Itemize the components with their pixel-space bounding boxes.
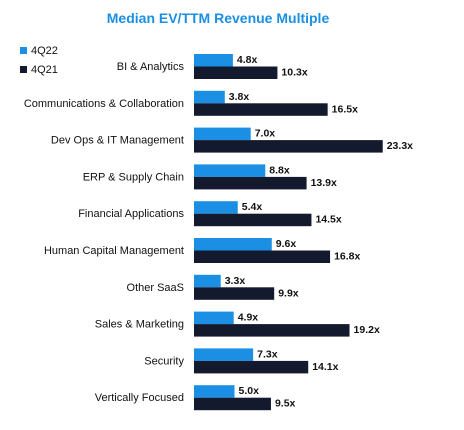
bar-4q22-vertically-focused [194,385,235,398]
data-label-4q21-communications-and-collaboration: 16.5x [332,103,358,115]
bar-4q22-other-saas [194,274,221,288]
bar-4q21-financial-applications [194,213,312,227]
category-label-vertically-focused: Vertically Focused [95,392,184,404]
category-label-security: Security [144,355,184,367]
data-label-4q21-erp-and-supply-chain: 13.9x [311,177,337,189]
data-label-4q21-dev-ops-and-it-management: 23.3x [387,140,413,152]
bar-4q22-security [194,348,254,361]
bar-4q22-bi-and-analytics [194,54,233,67]
legend-label-4q21: 4Q21 [31,64,58,76]
data-label-4q22-erp-and-supply-chain: 8.8x [269,164,290,176]
category-label-communications-and-collaboration: Communications & Collaboration [24,98,184,110]
bar-4q21-vertically-focused [194,397,271,411]
bar-4q21-dev-ops-and-it-management [194,140,383,153]
bar-4q22-human-capital-management [194,238,272,251]
bar-4q22-dev-ops-and-it-management [194,127,251,141]
legend: 4Q22 4Q21 [20,45,58,76]
category-label-sales-and-marketing: Sales & Marketing [95,319,184,331]
data-label-4q22-security: 7.3x [257,348,278,360]
data-label-4q21-security: 14.1x [312,361,338,373]
category-label-human-capital-management: Human Capital Management [44,245,184,257]
category-label-other-saas: Other SaaS [127,282,184,294]
category-label-bi-and-analytics: BI & Analytics [117,61,185,73]
bar-4q21-communications-and-collaboration [194,103,328,116]
bar-4q21-human-capital-management [194,250,331,263]
bar-4q22-erp-and-supply-chain [194,164,266,177]
bar-4q21-erp-and-supply-chain [194,176,307,190]
bar-4q21-other-saas [194,287,275,300]
data-label-4q22-other-saas: 3.3x [225,275,246,287]
chart-title: Median EV/TTM Revenue Multiple [107,10,330,26]
data-label-4q22-bi-and-analytics: 4.8x [237,54,258,66]
data-label-4q21-other-saas: 9.9x [278,287,299,299]
data-label-4q22-dev-ops-and-it-management: 7.0x [255,128,276,140]
bar-4q21-bi-and-analytics [194,66,278,79]
data-label-4q21-sales-and-marketing: 19.2x [354,324,380,336]
bar-4q21-sales-and-marketing [194,324,350,337]
data-label-4q22-sales-and-marketing: 4.9x [238,312,259,324]
plot-area: BI & Analytics 4.8x 10.3x Communications & … [24,54,413,411]
data-label-4q22-communications-and-collaboration: 3.8x [229,91,250,103]
category-label-financial-applications: Financial Applications [78,208,184,220]
legend-label-4q22: 4Q22 [31,45,58,57]
data-label-4q22-human-capital-management: 9.6x [276,238,297,250]
data-label-4q21-human-capital-management: 16.8x [334,251,360,263]
category-label-dev-ops-and-it-management: Dev Ops & IT Management [51,135,184,147]
data-label-4q22-vertically-focused: 5.0x [239,385,260,397]
data-label-4q21-financial-applications: 14.5x [315,214,341,226]
bar-4q21-security [194,360,309,374]
data-label-4q22-financial-applications: 5.4x [242,201,263,213]
bar-4q22-financial-applications [194,201,238,214]
data-label-4q21-bi-and-analytics: 10.3x [281,67,307,79]
legend-swatch-4q21 [20,66,27,73]
bar-4q22-sales-and-marketing [194,311,234,325]
bar-4q22-communications-and-collaboration [194,90,225,104]
category-label-erp-and-supply-chain: ERP & Supply Chain [83,171,184,183]
legend-swatch-4q22 [20,47,27,54]
data-label-4q21-vertically-focused: 9.5x [275,398,296,410]
